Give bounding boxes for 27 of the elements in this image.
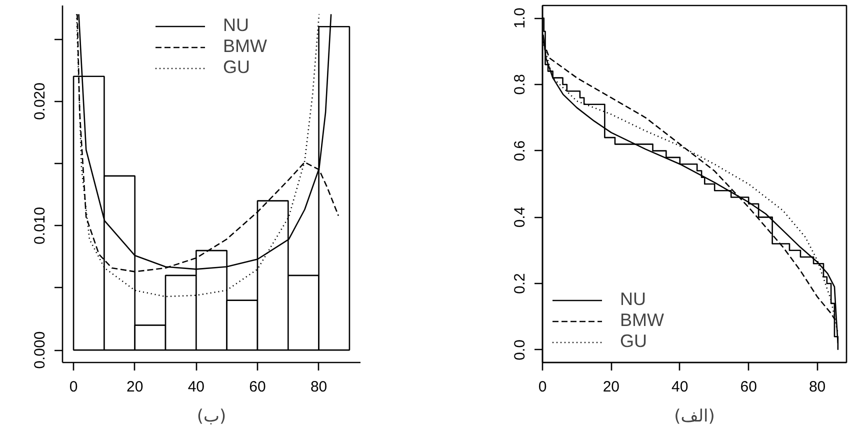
x-tick-label: 20 xyxy=(126,378,144,396)
y-tick-label: 0.2 xyxy=(512,273,528,294)
x-tick-label: 80 xyxy=(808,378,826,396)
x-tick-label: 40 xyxy=(672,378,688,396)
legend-label: BMW xyxy=(223,36,267,57)
y-tick-label: 0.020 xyxy=(32,82,48,120)
legend-label: GU xyxy=(620,331,647,352)
x-axis-title: (ب) xyxy=(196,406,226,426)
y-tick-label: 0.6 xyxy=(512,140,528,162)
legend-label: NU xyxy=(223,15,249,36)
y-tick-label: 0.000 xyxy=(32,331,48,369)
y-tick-label: 0.0 xyxy=(512,339,528,360)
legend-label: GU xyxy=(223,57,250,78)
legend-label: BMW xyxy=(620,310,664,331)
y-tick-label: 0.8 xyxy=(512,74,528,95)
x-tick-label: 0 xyxy=(538,378,547,396)
legend-label: NU xyxy=(620,289,646,310)
y-tick-label: 0.4 xyxy=(512,206,528,228)
y-tick-label: 1.0 xyxy=(512,8,528,29)
x-tick-label: 60 xyxy=(740,378,757,396)
x-tick-label: 60 xyxy=(249,378,266,396)
x-tick-label: 80 xyxy=(310,378,328,396)
x-tick-label: 40 xyxy=(188,378,205,396)
x-axis-title: (الف) xyxy=(674,406,715,426)
x-tick-label: 20 xyxy=(602,378,620,396)
y-tick-label: 0.010 xyxy=(32,206,48,244)
x-tick-label: 0 xyxy=(69,378,78,396)
